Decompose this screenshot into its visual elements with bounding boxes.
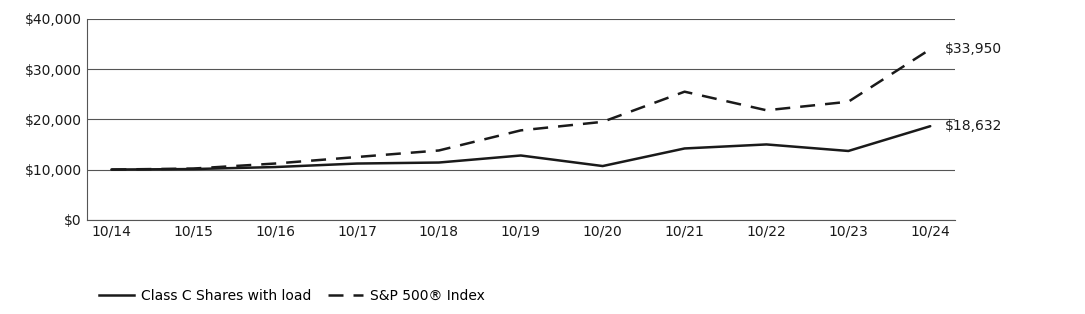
S&P 500® Index [187,167,200,171]
Legend: Class C Shares with load, S&P 500® Index: Class C Shares with load, S&P 500® Index [93,283,490,308]
Class C Shares with load [596,164,609,168]
Line: Class C Shares with load: Class C Shares with load [112,126,930,170]
Class C Shares with load [350,162,363,165]
Class C Shares with load [105,168,118,171]
Class C Shares with load [923,124,936,128]
Class C Shares with load [678,147,691,150]
S&P 500® Index [842,100,855,104]
Class C Shares with load [760,143,773,146]
Class C Shares with load [187,167,200,171]
Class C Shares with load [514,154,527,157]
Text: $18,632: $18,632 [945,119,1003,133]
Class C Shares with load [842,149,855,153]
Line: S&P 500® Index: S&P 500® Index [112,49,930,170]
S&P 500® Index [923,47,936,51]
S&P 500® Index [105,168,118,171]
Text: $33,950: $33,950 [945,42,1003,56]
S&P 500® Index [596,120,609,124]
S&P 500® Index [514,128,527,132]
Class C Shares with load [433,161,446,165]
S&P 500® Index [350,155,363,159]
Class C Shares with load [269,165,282,169]
S&P 500® Index [760,108,773,112]
S&P 500® Index [433,149,446,152]
S&P 500® Index [678,90,691,94]
S&P 500® Index [269,162,282,165]
